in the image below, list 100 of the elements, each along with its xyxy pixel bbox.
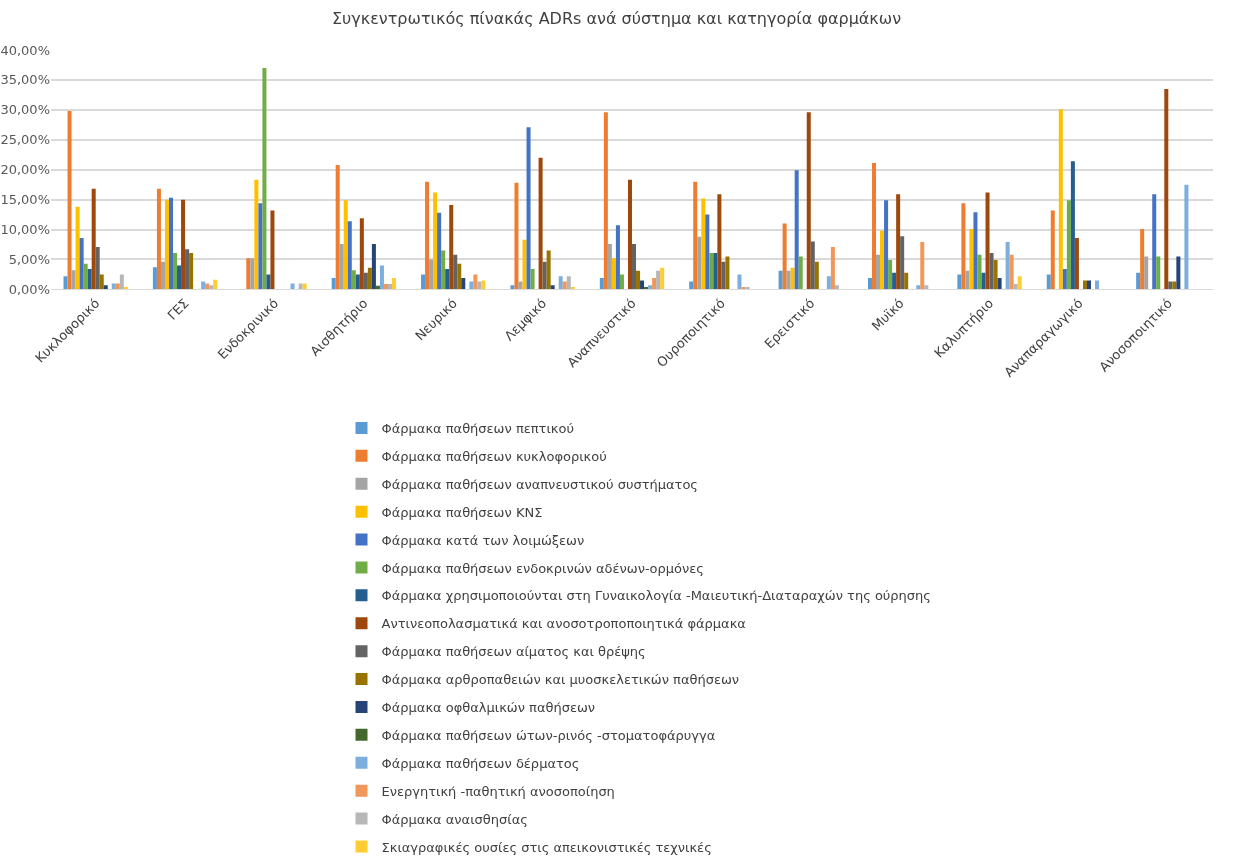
bar [558,276,563,290]
bar [363,272,368,290]
bar [510,285,515,290]
bar [115,283,120,290]
legend-label: Σκιαγραφικές ουσίες στις απεικονιστικές τεχνικές [381,839,712,855]
bar [103,285,108,290]
bar [1058,109,1063,290]
bar [648,285,653,290]
bar [916,285,921,290]
bar [1095,280,1100,290]
y-tick-label: 30,00% [0,102,50,118]
bar [371,243,376,290]
bar [119,274,124,290]
bar [1017,276,1022,290]
bar [1046,274,1051,290]
chart-title: Συγκεντρωτικός πίνακάς ADRs ανά σύστημα και κατηγορία φαρμάκων [331,9,902,29]
legend-label: Φάρμακα χρησιμοποιούνται στη Γυναικολογία -Μαιευτική-Διαταραχών της ούρησης [381,588,931,604]
bar [473,274,478,290]
bar [880,230,885,290]
bar [367,267,372,290]
bar [810,241,815,290]
bar [95,246,100,290]
bar [421,274,426,290]
bar [481,280,486,290]
bar [900,236,905,290]
bar [1176,256,1181,290]
bar [530,269,535,290]
bar [156,188,161,290]
y-tick-label: 35,00% [0,72,50,88]
bar [884,200,889,290]
bar [91,188,96,290]
bar [71,270,76,290]
bar [445,269,450,290]
legend-label: Φάρμακα παθήσεων δέρματος [381,755,580,771]
bar [778,270,783,290]
bar [826,276,831,290]
bar [709,252,714,290]
bar [1009,254,1014,290]
bar [619,274,624,290]
bar [896,194,901,290]
bar [177,265,182,290]
bar [437,212,442,290]
bar [1062,269,1067,290]
bar [213,279,218,290]
bar [892,272,897,290]
y-tick-label: 5,00% [8,252,50,268]
bar [640,280,645,290]
bar [355,274,360,290]
bar [79,237,84,290]
bar [920,242,925,290]
bar [383,284,388,290]
bar [270,210,275,290]
legend-label: Φάρμακα παθήσεων αίματος και θρέψης [381,644,646,660]
bar [806,112,811,290]
bar [1086,280,1091,290]
legend-label: Φάρμακα παθήσεων αναπνευστικού συστήματος [381,476,698,492]
bar [379,265,384,290]
bar [993,260,998,290]
bar [830,246,835,290]
bar [1184,184,1189,290]
bar [453,254,458,290]
y-tick-label: 25,00% [0,132,50,148]
bar [449,205,454,290]
bar [75,206,80,290]
bar [969,228,974,290]
bar [262,67,267,290]
bar [973,212,978,290]
bar [347,221,352,290]
bar [1144,256,1149,290]
bar [1013,284,1018,290]
bar [834,285,839,290]
bar [429,259,434,290]
bar [1074,237,1079,290]
bar [1005,242,1010,290]
bar [660,267,665,290]
bar [477,281,482,290]
bar [725,256,730,290]
bar [99,274,104,290]
bar [627,179,632,290]
bar [83,263,88,290]
bar [1066,200,1071,290]
bar [546,250,551,290]
bar [599,278,604,290]
bar [392,278,397,290]
bar [689,281,694,290]
bar [302,283,307,290]
bar [246,258,251,290]
legend-label: Φάρμακα παθήσεων κυκλοφορικού [381,448,607,464]
bar [721,261,726,290]
bar [904,272,909,290]
bar [469,281,474,290]
bar [164,199,169,290]
bar [1164,88,1169,290]
bar [977,254,982,290]
bar [656,270,661,290]
bar [701,198,706,290]
bar [433,192,438,290]
bar [636,270,641,290]
bar [814,261,819,290]
bar [173,252,178,290]
